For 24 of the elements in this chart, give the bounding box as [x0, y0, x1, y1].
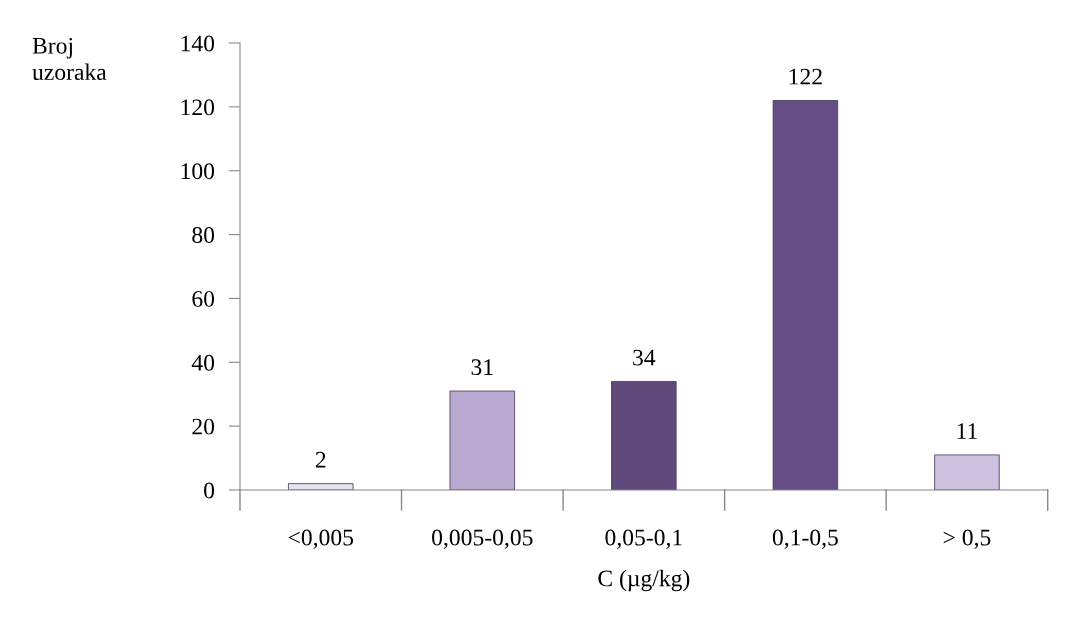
y-tick-label: 120	[181, 99, 215, 116]
y-tick-label: 80	[192, 227, 215, 244]
x-tick-label: 0,05-0,1	[605, 529, 682, 549]
y-tick-label: 100	[181, 163, 215, 180]
x-tick-label: > 0,5	[943, 529, 991, 549]
data-label: 34	[633, 349, 656, 366]
bar	[772, 100, 839, 490]
data-label: 31	[471, 359, 493, 376]
bar	[611, 381, 677, 490]
y-tick-label: 140	[181, 35, 215, 52]
x-tick-label: 0,005-0,05	[432, 529, 533, 549]
x-tick-label: <0,005	[288, 529, 354, 549]
y-axis-title: Broj uzoraka	[32, 37, 107, 81]
bar	[449, 390, 516, 490]
data-label: 2	[315, 451, 326, 468]
bar	[934, 454, 1000, 490]
y-tick-label: 40	[191, 354, 215, 371]
x-tick-label: 0,1-0,5	[772, 529, 838, 549]
x-axis-title: C (µg/kg)	[598, 569, 690, 592]
data-label: 11	[957, 423, 977, 439]
y-tick-label: 0	[204, 482, 215, 499]
y-tick-label: 60	[192, 290, 215, 307]
y-tick-label: 20	[192, 418, 215, 435]
data-label: 122	[789, 68, 822, 85]
